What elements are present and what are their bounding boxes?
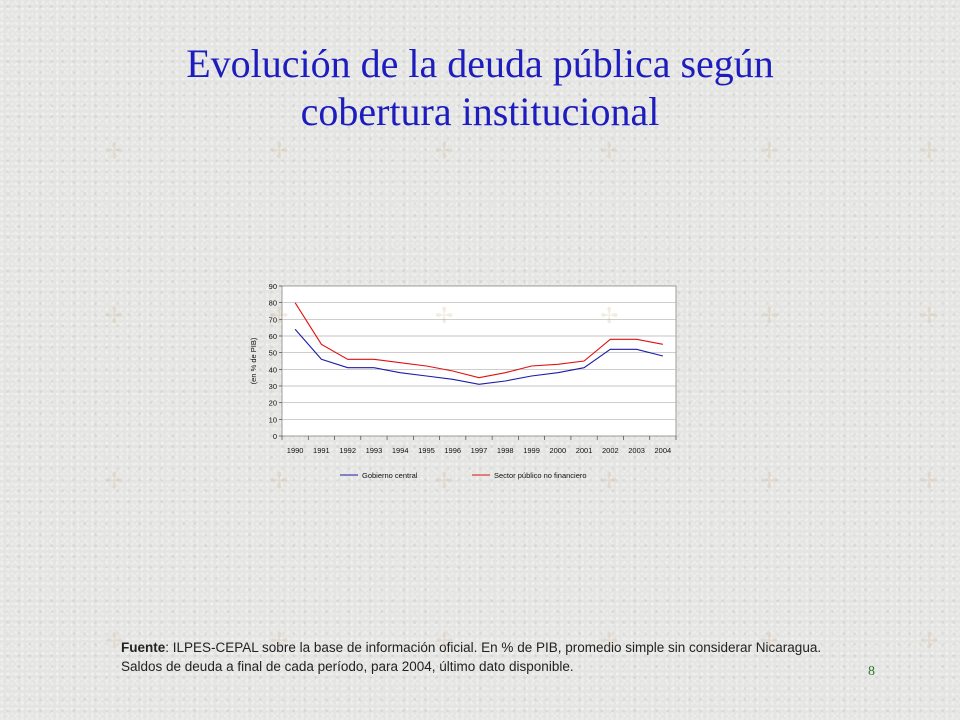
x-tick-label: 2004 [655, 446, 672, 455]
watermark-glyph: ✢ [920, 303, 939, 328]
debt-line-chart: 0 10 20 30 40 50 60 70 80 90 1990 1991 1992 1993 1994 1… [240, 270, 690, 490]
y-tick-label: 80 [269, 299, 277, 308]
watermark-glyph: ✢ [920, 628, 939, 653]
source-text: : ILPES-CEPAL sobre la base de informaci… [121, 640, 822, 674]
x-tick-label: 1994 [392, 446, 409, 455]
slide-title: Evolución de la deuda pública según cobe… [0, 40, 960, 136]
watermark-glyph: ✢ [760, 138, 779, 163]
legend-label-1: Sector público no financiero [494, 471, 587, 480]
series-line-1 [294, 302, 664, 379]
legend-label-0: Gobierno central [362, 471, 418, 480]
y-tick-label: 90 [269, 282, 277, 291]
watermark-glyph: ✢ [435, 138, 454, 163]
x-tick-label: 1999 [523, 446, 540, 455]
chart-svg: 0 10 20 30 40 50 60 70 80 90 1990 1991 1992 1993 1994 1… [249, 282, 677, 480]
y-tick-label: 40 [269, 365, 277, 374]
series-line-0 [294, 328, 664, 385]
plot-area [281, 285, 677, 437]
x-tick-label: 1998 [497, 446, 514, 455]
x-tick-label: 1991 [313, 446, 330, 455]
x-tick-label: 1992 [339, 446, 356, 455]
watermark-glyph: ✢ [760, 303, 779, 328]
watermark-glyph: ✢ [270, 138, 289, 163]
watermark-glyph: ✢ [105, 303, 124, 328]
y-tick-label: 70 [269, 315, 277, 324]
x-tick-label: 2003 [628, 446, 645, 455]
watermark-glyph: ✢ [105, 138, 124, 163]
watermark-glyph: ✢ [105, 468, 124, 493]
title-line-2: cobertura institucional [300, 89, 660, 134]
x-tick-label: 2000 [549, 446, 566, 455]
x-tick-label: 2002 [602, 446, 619, 455]
x-tick-label: 1990 [287, 446, 304, 455]
x-tick-label: 1995 [418, 446, 435, 455]
y-tick-label: 60 [269, 332, 277, 341]
y-tick-label: 50 [269, 349, 277, 358]
source-note: Fuente: ILPES-CEPAL sobre la base de inf… [121, 638, 861, 676]
y-axis-label: (en % de PIB) [249, 337, 258, 384]
watermark-glyph: ✢ [920, 468, 939, 493]
x-tick-label: 2001 [576, 446, 593, 455]
y-tick-label: 10 [269, 415, 277, 424]
x-tick-label: 1996 [444, 446, 461, 455]
page-number: 8 [868, 664, 875, 679]
source-label: Fuente [121, 640, 166, 655]
watermark-glyph: ✢ [600, 138, 619, 163]
x-tick-label: 1997 [471, 446, 488, 455]
x-tick-label: 1993 [366, 446, 383, 455]
y-tick-label: 0 [273, 432, 277, 441]
watermark-glyph: ✢ [920, 138, 939, 163]
y-tick-label: 30 [269, 382, 277, 391]
watermark-glyph: ✢ [760, 468, 779, 493]
title-line-1: Evolución de la deuda pública según [186, 41, 774, 86]
y-tick-label: 20 [269, 399, 277, 408]
